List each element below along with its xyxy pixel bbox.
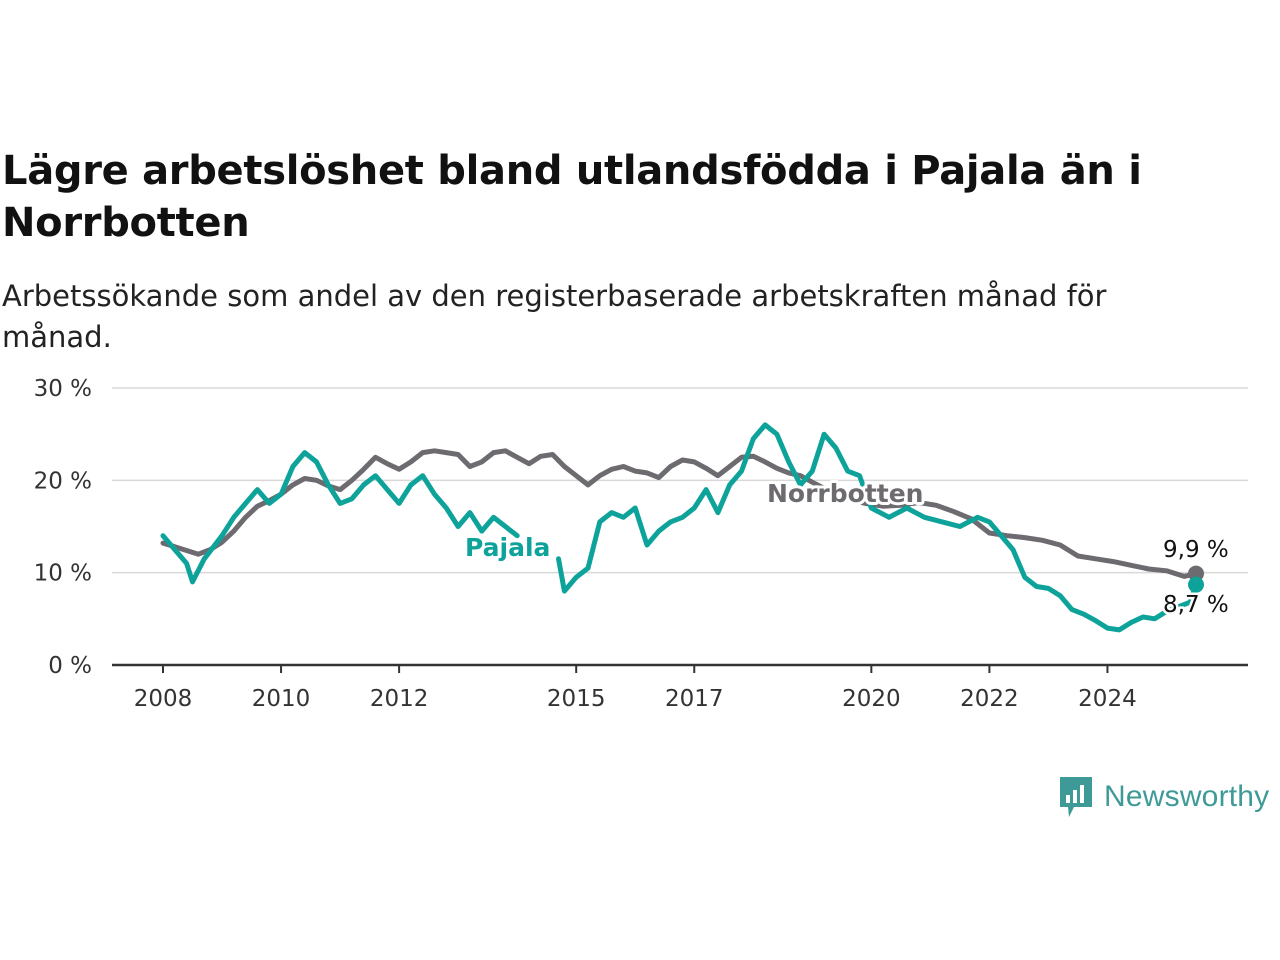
x-tick-label: 2022: [960, 686, 1019, 712]
x-tick-label: 2017: [665, 686, 724, 712]
chart-title: Lägre arbetslöshet bland utlandsfödda i …: [2, 148, 1142, 246]
series-label-pajala: Pajala: [465, 533, 550, 562]
series-lines: [160, 422, 1204, 633]
x-axis-ticks: 2008 2010 2012 2015 2017 2020 2022 2024: [134, 665, 1137, 712]
series-line-pajala: [160, 422, 1199, 633]
end-point-pajala: [1188, 576, 1204, 593]
y-tick-label: 30 %: [34, 376, 92, 402]
line-chart: 0 % 10 % 20 % 30 % 2008 2010 2012 2015 2017 2020…: [34, 376, 1248, 712]
x-tick-label: 2015: [547, 686, 606, 712]
x-tick-label: 2012: [370, 686, 429, 712]
series-label-norrbotten: Norrbotten: [767, 479, 923, 508]
end-point-norrbotten: [1188, 565, 1204, 582]
x-tick-label: 2020: [842, 686, 901, 712]
end-label-norrbotten: 9,9 %: [1163, 537, 1229, 563]
y-tick-label: 10 %: [34, 561, 92, 587]
chart-subtitle: Arbetssökande som andel av den registerb…: [2, 279, 1107, 354]
brand-logo: Newsworthy: [1058, 774, 1269, 820]
y-tick-label: 0 %: [48, 653, 92, 679]
x-tick-label: 2010: [252, 686, 311, 712]
x-tick-label: 2008: [134, 686, 193, 712]
series-labels: Norrbotten Pajala 9,9 % 8,7 %: [462, 476, 1231, 621]
y-tick-label: 20 %: [34, 468, 92, 494]
grid-lines: [112, 387, 1248, 667]
end-label-pajala: 8,7 %: [1163, 592, 1229, 618]
x-tick-label: 2024: [1078, 686, 1137, 712]
y-axis-ticks: 0 % 10 % 20 % 30 %: [34, 376, 92, 679]
newsworthy-logo-icon: [1060, 777, 1092, 817]
brand-name: Newsworthy: [1104, 780, 1270, 813]
